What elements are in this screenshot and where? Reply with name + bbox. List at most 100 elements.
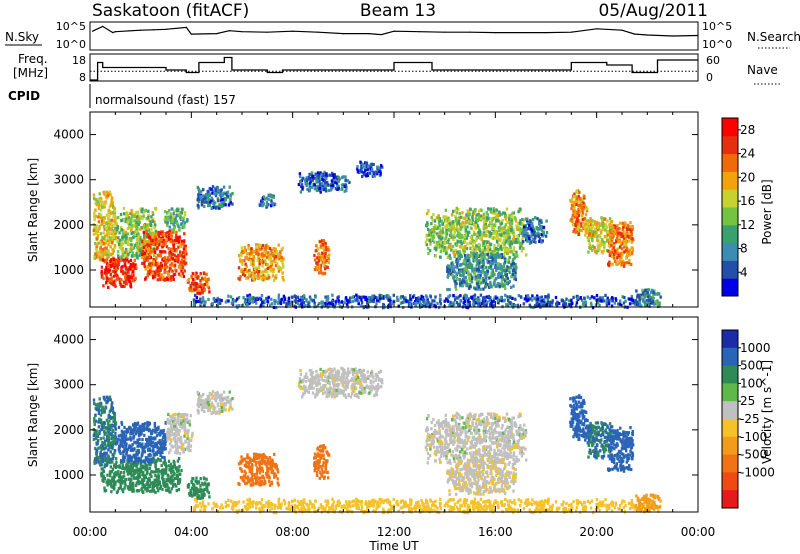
power-cell: [617, 252, 620, 256]
power-cell: [112, 210, 115, 215]
power-cell: [117, 262, 120, 266]
power-cell: [577, 194, 580, 198]
power-cell: [454, 274, 457, 278]
power-cell: [580, 229, 583, 233]
power-cell: [524, 224, 528, 228]
power-cell: [475, 213, 478, 217]
power-cell: [109, 277, 112, 281]
power-cell: [457, 228, 461, 232]
power-cell: [425, 238, 429, 242]
power-cell: [509, 240, 512, 244]
power-cell: [279, 253, 282, 257]
power-cell: [478, 259, 481, 263]
power-cell: [316, 262, 319, 266]
power-cell: [163, 278, 167, 282]
power-cell: [298, 304, 301, 308]
power-cell: [159, 268, 162, 272]
power-cell: [107, 235, 110, 239]
power-cell: [607, 263, 611, 267]
power-cell: [129, 245, 133, 249]
power-cell: [467, 263, 470, 267]
power-cell: [464, 267, 467, 271]
power-cell: [544, 234, 548, 238]
power-cell: [183, 244, 186, 248]
power-cell: [376, 296, 379, 300]
power-cell: [117, 216, 120, 220]
power-cell: [144, 277, 147, 281]
power-cell: [570, 299, 573, 303]
power-cell: [155, 269, 158, 273]
power-cell: [506, 276, 510, 280]
power-cell: [587, 250, 590, 254]
power-cell: [439, 293, 442, 297]
power-cell: [182, 251, 185, 255]
power-cell: [505, 281, 509, 285]
power-cell: [321, 177, 324, 181]
velocity-cell: [97, 425, 101, 429]
power-cell: [471, 249, 475, 253]
power-cell: [182, 216, 185, 220]
power-cell: [522, 246, 525, 251]
power-cell: [489, 303, 492, 307]
power-cell: [277, 269, 281, 273]
power-cell: [263, 299, 266, 303]
power-cell: [139, 215, 142, 219]
power-cell: [315, 248, 318, 252]
power-cell: [108, 190, 112, 194]
power-cell: [316, 171, 320, 175]
power-cell: [493, 247, 496, 251]
power-cell: [145, 224, 149, 228]
power-cell: [414, 304, 417, 308]
power-cell: [609, 245, 612, 249]
power-cell: [315, 177, 318, 181]
power-cell: [137, 223, 140, 227]
power-cell: [331, 304, 335, 308]
power-cell: [480, 238, 483, 242]
power-cell: [271, 274, 275, 278]
power-cell: [137, 245, 141, 249]
power-cell: [321, 272, 324, 276]
power-cell: [288, 302, 292, 307]
power-cell: [443, 241, 447, 246]
power-cell: [512, 268, 515, 272]
power-cell: [110, 221, 113, 225]
power-cell: [114, 235, 118, 239]
velocity-cell: [110, 443, 114, 447]
power-cell: [648, 293, 651, 297]
power-cell: [108, 214, 111, 218]
power-cell: [107, 250, 111, 254]
power-cell: [531, 217, 535, 221]
power-cell: [379, 164, 383, 168]
power-cell: [491, 254, 495, 258]
power-cell: [240, 253, 243, 257]
power-cell: [625, 256, 628, 260]
power-cell: [277, 301, 280, 305]
power-cell: [373, 294, 376, 298]
nsky-point: [266, 31, 268, 33]
power-cell: [464, 275, 467, 279]
velocity-cell: [94, 403, 98, 407]
power-cell: [197, 289, 201, 293]
power-cell: [110, 282, 113, 286]
power-cell: [110, 218, 114, 222]
power-cell: [180, 216, 183, 220]
power-cell: [210, 198, 213, 202]
power-cell: [484, 284, 488, 288]
power-cell: [183, 213, 187, 217]
power-cell: [473, 295, 476, 299]
power-cell: [97, 202, 101, 207]
power-cell: [604, 223, 608, 227]
power-cell: [177, 257, 180, 261]
power-cell: [126, 242, 130, 246]
power-cell: [114, 217, 118, 221]
power-cell: [208, 189, 211, 193]
power-cell: [478, 269, 481, 273]
power-cell: [299, 180, 302, 184]
power-cell: [124, 230, 127, 234]
power-cell: [469, 208, 472, 212]
power-cell: [113, 261, 116, 265]
power-cell: [392, 293, 395, 297]
power-cell: [151, 211, 154, 215]
power-cell: [349, 300, 352, 304]
power-cell: [479, 293, 483, 297]
